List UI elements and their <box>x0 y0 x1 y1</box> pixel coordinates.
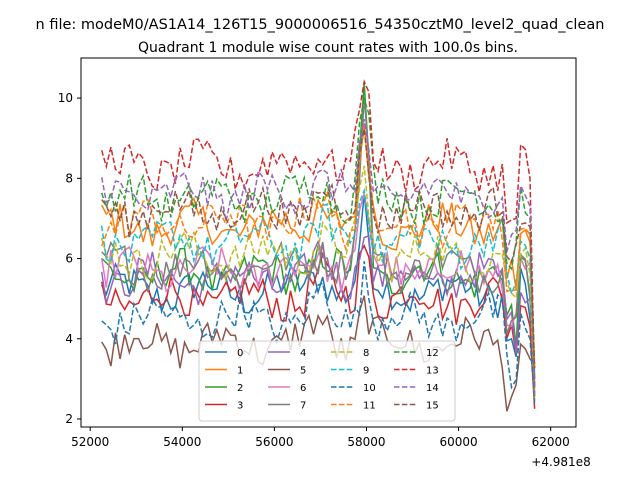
x-tick-label: 60000 <box>439 435 477 449</box>
chart-title: Quadrant 1 module wise count rates with … <box>138 40 518 56</box>
legend-label-2: 2 <box>237 383 243 394</box>
legend-label-10: 10 <box>363 383 376 394</box>
legend-label-3: 3 <box>237 401 243 412</box>
series-line-15 <box>101 128 536 369</box>
series-line-9 <box>100 187 536 375</box>
legend-label-11: 11 <box>363 401 376 412</box>
legend-label-12: 12 <box>426 348 439 359</box>
series-line-7 <box>101 97 536 388</box>
legend-label-9: 9 <box>363 366 369 377</box>
series-line-1 <box>101 122 536 394</box>
series-line-6 <box>100 193 536 369</box>
legend-label-15: 15 <box>426 401 439 412</box>
y-tick-label: 4 <box>65 332 73 346</box>
legend-label-6: 6 <box>300 383 306 394</box>
x-tick-label: 58000 <box>347 435 385 449</box>
y-tick-label: 8 <box>65 171 73 185</box>
x-offset-label: +4.981e8 <box>531 455 590 469</box>
series-line-14 <box>100 118 536 398</box>
x-tick-label: 56000 <box>255 435 293 449</box>
series-line-12 <box>100 96 536 400</box>
axes-frame <box>80 57 577 428</box>
legend-label-4: 4 <box>300 348 306 359</box>
y-tick-label: 2 <box>65 412 73 426</box>
legend-label-8: 8 <box>363 348 369 359</box>
series-line-8 <box>100 165 536 400</box>
x-tick-label: 62000 <box>532 435 570 449</box>
legend-label-1: 1 <box>237 366 243 377</box>
series-line-11 <box>100 126 536 368</box>
legend-label-0: 0 <box>237 348 243 359</box>
legend-label-13: 13 <box>426 366 439 377</box>
y-axis: 2 4 6 8 10 <box>58 91 81 426</box>
legend-box <box>198 340 456 422</box>
legend-label-14: 14 <box>426 383 439 394</box>
series-layer <box>100 79 536 412</box>
series-line-10 <box>101 261 536 403</box>
legend-label-7: 7 <box>300 401 306 412</box>
y-tick-label: 10 <box>58 91 73 105</box>
x-axis: 52000 54000 56000 58000 60000 62000 <box>71 427 570 449</box>
chart-suptitle: n file: modeM0/AS1A14_126T15_9000006516_… <box>36 17 605 33</box>
y-tick-label: 6 <box>65 252 73 266</box>
series-line-13 <box>100 79 536 388</box>
x-tick-label: 52000 <box>71 435 109 449</box>
legend-label-5: 5 <box>300 366 306 377</box>
x-tick-label: 54000 <box>163 435 201 449</box>
series-line-5 <box>101 295 536 412</box>
